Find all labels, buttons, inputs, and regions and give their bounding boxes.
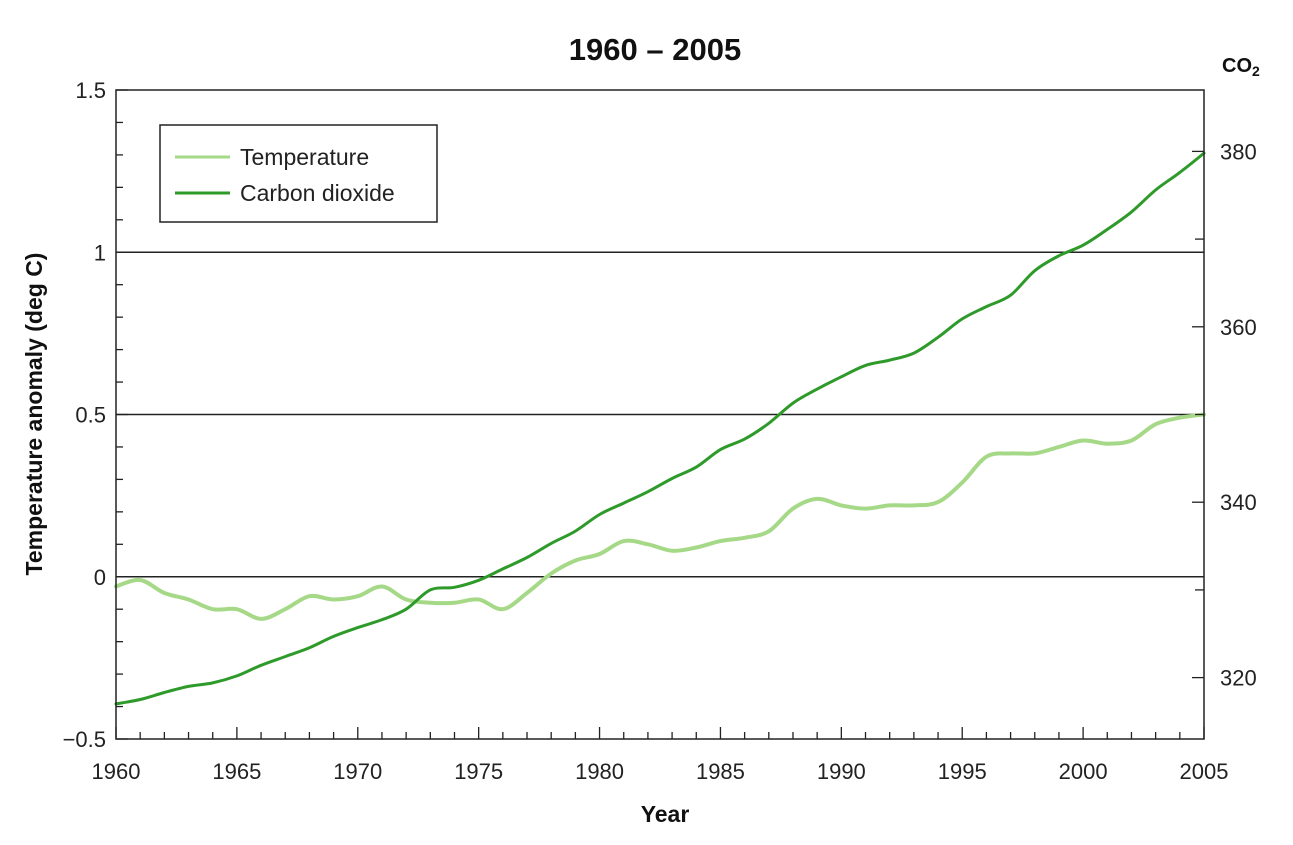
y-tick-label: 0.5 <box>75 403 106 428</box>
x-tick-label: 1970 <box>333 759 382 784</box>
x-axis: 1960 1965 1970 1975 1980 1985 1990 1995 2000 2005 <box>92 727 1229 784</box>
x-tick-label: 1985 <box>696 759 745 784</box>
series-line-temperature <box>114 412 1206 621</box>
x-tick-label: 1965 <box>212 759 261 784</box>
x-tick-label: 1990 <box>817 759 866 784</box>
right-axis-title-sub: 2 <box>1252 63 1260 79</box>
x-tick-label: 1975 <box>454 759 503 784</box>
legend-label-temperature: Temperature <box>240 144 369 170</box>
legend-label-carbon-dioxide: Carbon dioxide <box>240 180 395 206</box>
y-axis-title: Temperature anomaly (deg C) <box>21 253 47 576</box>
right-y-axis: 320 340 360 380 <box>1192 139 1257 691</box>
legend-box <box>159 124 438 223</box>
x-tick-label: 2000 <box>1059 759 1108 784</box>
y-tick-label: −0.5 <box>63 727 106 752</box>
x-axis-title: Year <box>641 801 690 827</box>
series-line-carbon-dioxide <box>114 151 1206 706</box>
y2-tick-label: 320 <box>1220 666 1257 691</box>
right-axis-title-main: CO <box>1222 55 1252 77</box>
y2-tick-label: 380 <box>1220 139 1257 164</box>
series-layer <box>114 151 1206 706</box>
x-tick-label: 1995 <box>938 759 987 784</box>
right-axis-title: CO2 <box>1222 55 1260 79</box>
legend: Temperature Carbon dioxide <box>159 124 438 223</box>
gridlines <box>116 251 1204 578</box>
chart-title: 1960 – 2005 <box>569 32 741 67</box>
x-tick-label: 1980 <box>575 759 624 784</box>
y-tick-label: 1 <box>94 240 106 265</box>
left-y-axis: −0.5 0 0.5 1 1.5 <box>63 78 128 752</box>
x-tick-label: 2005 <box>1180 759 1229 784</box>
y2-tick-label: 360 <box>1220 315 1257 340</box>
x-tick-label: 1960 <box>92 759 141 784</box>
y-tick-label: 1.5 <box>75 78 106 103</box>
y-tick-label: 0 <box>94 565 106 590</box>
y2-tick-label: 340 <box>1220 490 1257 515</box>
